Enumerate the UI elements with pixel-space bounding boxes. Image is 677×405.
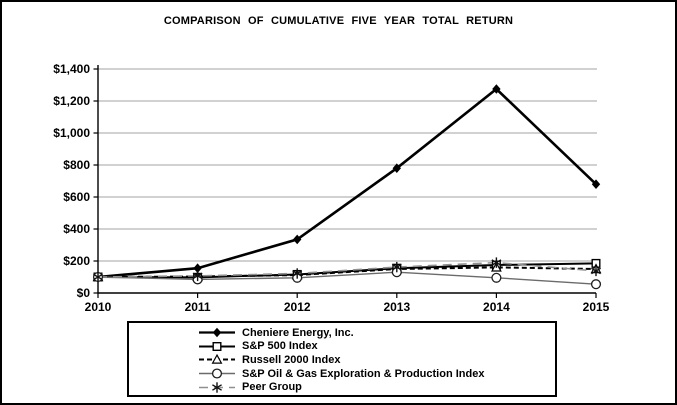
legend-marker-cheniere xyxy=(212,327,222,338)
filled-diamond-legend-icon xyxy=(199,327,235,338)
legend-marker-peer-group xyxy=(212,381,222,393)
marker-peer-group-2011 xyxy=(192,270,203,282)
marker-cheniere-2013 xyxy=(392,163,401,173)
legend-marker-sp500 xyxy=(212,341,222,351)
y-tick-label: $0 xyxy=(77,286,91,300)
marker-peer-group-2015 xyxy=(591,265,601,277)
x-tick-label: 2013 xyxy=(383,300,410,314)
legend-label: Russell 2000 Index xyxy=(242,353,341,366)
legend-label: S&P 500 Index xyxy=(242,340,318,353)
open-square-legend-icon xyxy=(199,341,235,351)
marker-peer-group-2012 xyxy=(292,268,303,279)
marker-cheniere-2011 xyxy=(193,263,202,273)
y-tick-label: $400 xyxy=(63,222,90,236)
x-tick-label: 2014 xyxy=(483,300,510,314)
x-tick-label: 2012 xyxy=(284,300,311,314)
marker-peer-group-2014 xyxy=(491,257,502,268)
legend-item-sp500: S&P 500 Index xyxy=(198,340,555,354)
y-tick-label: $200 xyxy=(63,254,90,268)
chart-title: COMPARISON OF CUMULATIVE FIVE YEAR TOTAL… xyxy=(163,15,514,27)
x-tick-label: 2015 xyxy=(583,300,610,314)
legend-label: Cheniere Energy, Inc. xyxy=(242,326,354,339)
marker-peer-group-2013 xyxy=(391,261,402,273)
legend-marker-russell2000 xyxy=(211,354,223,365)
legend-item-peer-group: Peer Group xyxy=(198,380,555,394)
series-line-peer-group xyxy=(97,261,597,278)
legend-item-sp-oil-gas-ep: S&P Oil & Gas Exploration & Production I… xyxy=(198,367,555,381)
asterisk-legend-icon xyxy=(199,381,235,393)
y-tick-label: $600 xyxy=(63,190,90,204)
marker-sp-oil-gas-ep-2014 xyxy=(491,272,502,283)
series-line-cheniere xyxy=(97,87,597,279)
marker-cheniere-2012 xyxy=(293,234,302,245)
open-triangle-legend-icon xyxy=(199,354,235,365)
y-tick-label: $1,200 xyxy=(53,94,90,108)
marker-peer-group-2010 xyxy=(93,271,103,283)
marker-sp-oil-gas-ep-2015 xyxy=(590,279,602,290)
open-circle-legend-icon xyxy=(199,368,235,379)
x-tick-label: 2011 xyxy=(185,300,211,314)
marker-cheniere-2015 xyxy=(591,179,601,189)
y-tick-label: $1,000 xyxy=(53,126,90,140)
chart-legend: Cheniere Energy, Inc. S&P 500 Index Russel… xyxy=(127,321,557,397)
marker-cheniere-2014 xyxy=(492,84,501,94)
legend-label: S&P Oil & Gas Exploration & Production I… xyxy=(242,367,485,380)
series-line-sp-oil-gas-ep xyxy=(97,271,597,285)
y-tick-label: $1,400 xyxy=(53,62,90,76)
legend-item-cheniere: Cheniere Energy, Inc. xyxy=(198,326,555,340)
legend-item-russell2000: Russell 2000 Index xyxy=(198,353,555,367)
legend-marker-sp-oil-gas-ep xyxy=(211,368,223,379)
x-tick-label: 2010 xyxy=(85,300,112,314)
legend-label: Peer Group xyxy=(242,381,302,394)
y-tick-label: $800 xyxy=(63,158,90,172)
